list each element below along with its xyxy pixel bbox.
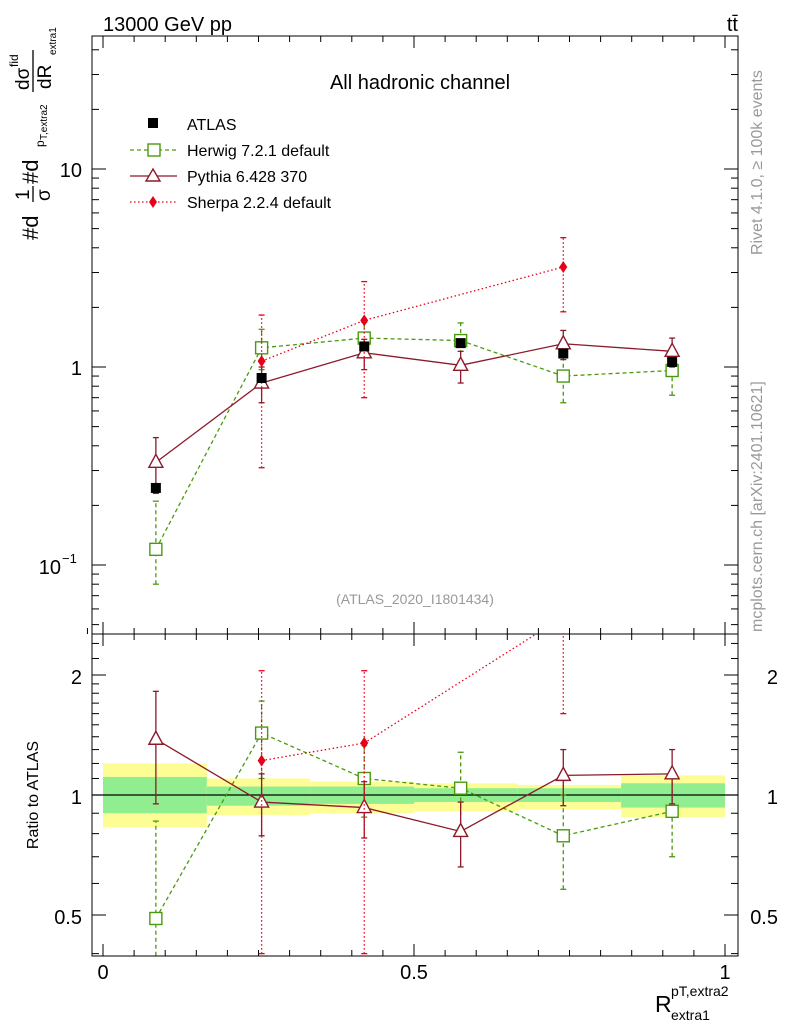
atlas-data-point bbox=[455, 338, 466, 349]
herwig-ratio-line bbox=[155, 732, 673, 919]
pythia-point bbox=[147, 452, 165, 469]
ylabel-sub-tag: T,extra2 bbox=[39, 104, 50, 140]
atlas-data-point bbox=[359, 341, 370, 352]
ratio-ytick-label-0p5: 0.5 bbox=[54, 907, 82, 929]
ratio-ytick-label-2-right: 2 bbox=[767, 667, 778, 689]
ratio-ytick-label-2: 2 bbox=[71, 667, 82, 689]
sherpa-point bbox=[559, 260, 568, 273]
xtick-label-0p5: 0.5 bbox=[400, 962, 428, 984]
atlas-data-point bbox=[256, 372, 267, 383]
legend-marker-herwig bbox=[147, 143, 161, 157]
legend-marker-sherpa bbox=[149, 196, 157, 208]
legend-entry-sherpa: Sherpa 2.2.4 default bbox=[130, 195, 332, 212]
energy-label: 13000 GeV pp bbox=[103, 14, 232, 36]
pythia-ratio-point bbox=[147, 729, 165, 745]
pythia-point bbox=[663, 341, 681, 358]
ylabel-den: dR bbox=[35, 65, 56, 89]
herwig-point bbox=[254, 341, 269, 355]
legend-entry-pythia: Pythia 6.428 370 bbox=[130, 167, 307, 186]
herwig-point bbox=[149, 542, 163, 557]
sherpa-ratio-point bbox=[257, 754, 266, 767]
ratio-axis-ticks bbox=[92, 634, 738, 956]
main-plot-area bbox=[147, 237, 681, 585]
xtick-label-1: 1 bbox=[719, 962, 730, 984]
pythia-ratio-line bbox=[155, 738, 673, 833]
xtick-label-0: 0 bbox=[97, 962, 108, 984]
sherpa-point bbox=[257, 355, 266, 368]
herwig-line bbox=[155, 337, 673, 550]
rivet-label: Rivet 4.1.0, ≥ 100k events bbox=[749, 70, 766, 255]
xlabel-sub: extra1 bbox=[671, 1007, 710, 1023]
legend-label-pythia: Pythia 6.428 370 bbox=[187, 169, 307, 186]
ylabel-one: 1 bbox=[13, 189, 34, 200]
legend-marker-pythia bbox=[144, 167, 162, 182]
ratio-ytick-label-0p5-right: 0.5 bbox=[750, 907, 778, 929]
ratio-panel: 2 1 0.5 2 1 0.5 Ratio to ATLAS bbox=[25, 633, 778, 957]
pythia-ratio-point bbox=[452, 822, 469, 838]
pythia-ratio-point bbox=[555, 765, 572, 782]
atlas-data-point bbox=[150, 482, 161, 493]
ylabel-den-sub: extra1 bbox=[48, 27, 59, 55]
process-label: tt̄ bbox=[727, 14, 739, 36]
ratio-ytick-label-1: 1 bbox=[71, 787, 82, 809]
sherpa-ratio-point bbox=[360, 737, 369, 750]
herwig-ratio-point bbox=[453, 781, 468, 795]
ylabel-num: dσ bbox=[13, 67, 34, 90]
legend-label-atlas: ATLAS bbox=[187, 117, 237, 134]
pythia-point bbox=[452, 355, 469, 371]
main-title: All hadronic channel bbox=[330, 72, 510, 94]
legend-label-sherpa: Sherpa 2.2.4 default bbox=[187, 195, 332, 212]
mcplots-label: mcplots.cern.ch [arXiv:2401.10621] bbox=[749, 381, 766, 632]
ylabel-num-sup: fid bbox=[7, 54, 21, 67]
ylabel-lead: #d bbox=[18, 216, 43, 240]
xlabel-main: R bbox=[655, 991, 672, 1017]
analysis-id: (ATLAS_2020_I1801434) bbox=[336, 591, 494, 607]
legend-label-herwig: Herwig 7.2.1 default bbox=[187, 143, 330, 160]
legend-marker-atlas bbox=[148, 118, 158, 128]
ytick-label-1: 1 bbox=[71, 358, 82, 380]
main-ylabel: #d 1 σ #d p T,extra2 dσ fid dR extra1 bbox=[7, 27, 59, 240]
ylabel-mid: #d bbox=[18, 160, 43, 184]
atlas-data-point bbox=[558, 348, 569, 359]
ratio-plot-area bbox=[147, 634, 681, 956]
herwig-point bbox=[556, 369, 570, 383]
ratio-uncertainty-bands bbox=[92, 763, 738, 828]
ratio-band-green bbox=[206, 786, 311, 806]
xaxis-label: R pT,extra2 extra1 bbox=[655, 983, 729, 1023]
legend-entry-herwig: Herwig 7.2.1 default bbox=[130, 143, 330, 160]
xlabel-sup: pT,extra2 bbox=[671, 983, 729, 999]
ratio-ylabel: Ratio to ATLAS bbox=[25, 741, 42, 849]
ytick-label-10: 10 bbox=[60, 160, 82, 182]
sherpa-line bbox=[261, 266, 564, 362]
legend-entry-atlas: ATLAS bbox=[148, 117, 237, 134]
atlas-data-point bbox=[667, 356, 678, 367]
ratio-ytick-label-1-right: 1 bbox=[767, 787, 778, 809]
main-axis-ticks bbox=[86, 36, 738, 634]
herwig-ratio-point bbox=[149, 911, 163, 926]
ylabel-sigma: σ bbox=[34, 189, 55, 201]
legend: ATLAS Herwig 7.2.1 default Pythia 6.428 … bbox=[130, 117, 332, 212]
sherpa-point bbox=[360, 314, 369, 327]
ytick-label-0p1: 10 bbox=[39, 557, 61, 579]
pythia-line bbox=[155, 343, 673, 463]
pythia-ratio-point bbox=[663, 764, 681, 780]
ratio-frame bbox=[91, 633, 739, 957]
ylabel-sub-p: p bbox=[33, 140, 47, 147]
herwig-ratio-point bbox=[665, 804, 679, 819]
herwig-ratio-point bbox=[556, 829, 570, 843]
ytick-label-0p1-exp: −1 bbox=[62, 551, 77, 566]
